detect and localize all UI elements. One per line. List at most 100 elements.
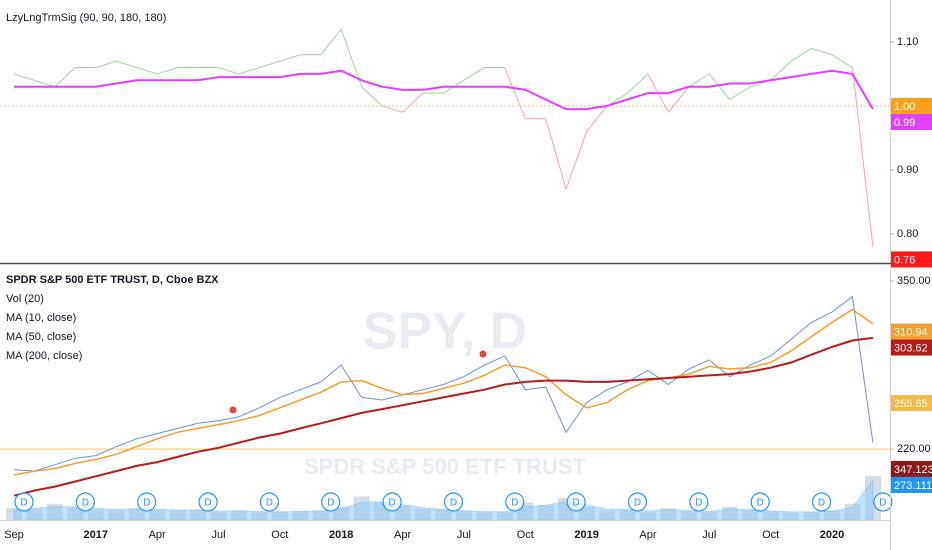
signal-segment xyxy=(34,79,56,88)
signal-segment xyxy=(770,60,792,81)
signal-segment xyxy=(851,67,874,247)
signal-segment xyxy=(463,67,485,81)
signal-segment xyxy=(157,67,178,75)
price-series xyxy=(13,308,874,476)
dividend-label: D xyxy=(573,498,580,509)
signal-segment xyxy=(790,47,812,62)
symbol-title: SPDR S&P 500 ETF TRUST, D, Cboe BZX xyxy=(6,274,219,286)
signal-segment xyxy=(259,60,280,69)
signal-segment xyxy=(381,105,403,113)
signal-segment xyxy=(361,86,383,107)
signal-segment xyxy=(136,67,158,75)
signal-segment xyxy=(668,86,690,113)
price-tag-label: 310.94 xyxy=(894,326,928,338)
x-tick-label: Apr xyxy=(149,529,166,541)
legend-entry: MA (10, close) xyxy=(6,312,76,324)
dividend-marker[interactable] xyxy=(811,492,832,512)
x-tick-label: Oct xyxy=(762,529,779,541)
dividend-marker[interactable] xyxy=(14,492,34,512)
dividend-label: D xyxy=(450,498,457,509)
y-tick-label: 220.00 xyxy=(897,443,931,455)
dividend-label: D xyxy=(757,498,764,509)
dividend-marker[interactable] xyxy=(137,492,157,512)
dividend-label: D xyxy=(143,498,150,509)
dividend-marker[interactable] xyxy=(75,492,95,512)
x-tick-label: Oct xyxy=(517,529,534,541)
signal-segment xyxy=(116,60,137,69)
signal-segment xyxy=(708,73,731,100)
signal-segment xyxy=(95,60,117,69)
signal-segment xyxy=(340,29,363,87)
dividend-marker[interactable] xyxy=(873,492,893,512)
dividend-marker[interactable] xyxy=(259,492,279,512)
price-tag xyxy=(891,113,932,130)
signal-segment xyxy=(54,67,76,88)
y-tick-label: 1.10 xyxy=(897,36,918,48)
event-dot[interactable] xyxy=(479,350,487,358)
price-tag-label: 255.65 xyxy=(894,398,928,410)
dividend-marker[interactable] xyxy=(689,492,709,512)
signal-segment xyxy=(565,131,588,190)
x-tick-label: Jul xyxy=(211,529,225,541)
dividend-marker[interactable] xyxy=(750,492,770,512)
dividend-label: D xyxy=(879,498,886,509)
dividend-marker[interactable] xyxy=(505,492,525,512)
signal-segment xyxy=(586,105,608,132)
price-tag xyxy=(891,476,932,493)
y-tick-label: 0.90 xyxy=(897,164,918,176)
signal-segment xyxy=(831,54,853,68)
x-tick-label: 2020 xyxy=(820,529,844,541)
x-tick-label: Oct xyxy=(271,529,288,541)
x-tick-label: Jul xyxy=(702,529,716,541)
dividend-label: D xyxy=(82,498,89,509)
signal-segment xyxy=(402,92,424,113)
price-tag xyxy=(891,323,932,340)
signal-segment xyxy=(320,28,342,56)
price-tag xyxy=(891,339,932,356)
dividend-marker[interactable] xyxy=(443,492,464,512)
signal-segment xyxy=(13,73,35,81)
signal-segment xyxy=(238,67,260,75)
dividend-marker[interactable] xyxy=(627,492,648,512)
x-tick-label: Apr xyxy=(394,529,411,541)
signal-segment xyxy=(688,73,710,88)
signal-segment xyxy=(627,73,649,94)
signal-segment xyxy=(545,118,567,190)
watermark-sub: SPDR S&P 500 ETF TRUST xyxy=(304,454,587,479)
legend-entry: MA (200, close) xyxy=(6,350,82,362)
dividend-label: D xyxy=(388,498,395,509)
price-series xyxy=(13,295,874,472)
watermark: SPY, D xyxy=(363,303,528,361)
x-tick-label: 2019 xyxy=(574,529,598,541)
x-tick-label: 2017 xyxy=(84,529,108,541)
event-dot[interactable] xyxy=(229,406,237,414)
dividend-marker[interactable] xyxy=(198,492,218,512)
dividend-label: D xyxy=(204,498,211,509)
signal-segment xyxy=(504,67,526,119)
signal-segment xyxy=(218,67,240,75)
signal-segment xyxy=(811,47,833,56)
x-tick-label: Sep xyxy=(4,529,24,541)
dividend-marker[interactable] xyxy=(382,492,402,512)
price-tag-label: 273.111M xyxy=(894,480,932,492)
y-tick-label: 350.00 xyxy=(897,275,931,287)
signal-segment xyxy=(729,86,751,100)
dividend-label: D xyxy=(511,498,518,509)
x-tick-label: Jul xyxy=(457,529,471,541)
price-tag-label: 0.76 xyxy=(894,254,915,266)
plot-layer: SPY, D SPDR S&P 500 ETF TRUST D D D D D D D D D D D D… xyxy=(0,28,893,521)
x-tick-label: 2018 xyxy=(329,529,353,541)
dividend-marker[interactable] xyxy=(566,492,586,512)
price-tag-label: 0.99 xyxy=(894,117,915,129)
price-tag xyxy=(891,97,932,114)
y-tick-label: 0.80 xyxy=(897,228,918,240)
price-series xyxy=(13,336,874,497)
price-tag xyxy=(891,460,932,477)
legend-entry: Vol (20) xyxy=(6,293,44,305)
dividend-label: D xyxy=(818,498,825,509)
dividend-marker[interactable] xyxy=(321,492,341,512)
dividend-label: D xyxy=(327,498,334,509)
dividend-label: D xyxy=(266,498,273,509)
